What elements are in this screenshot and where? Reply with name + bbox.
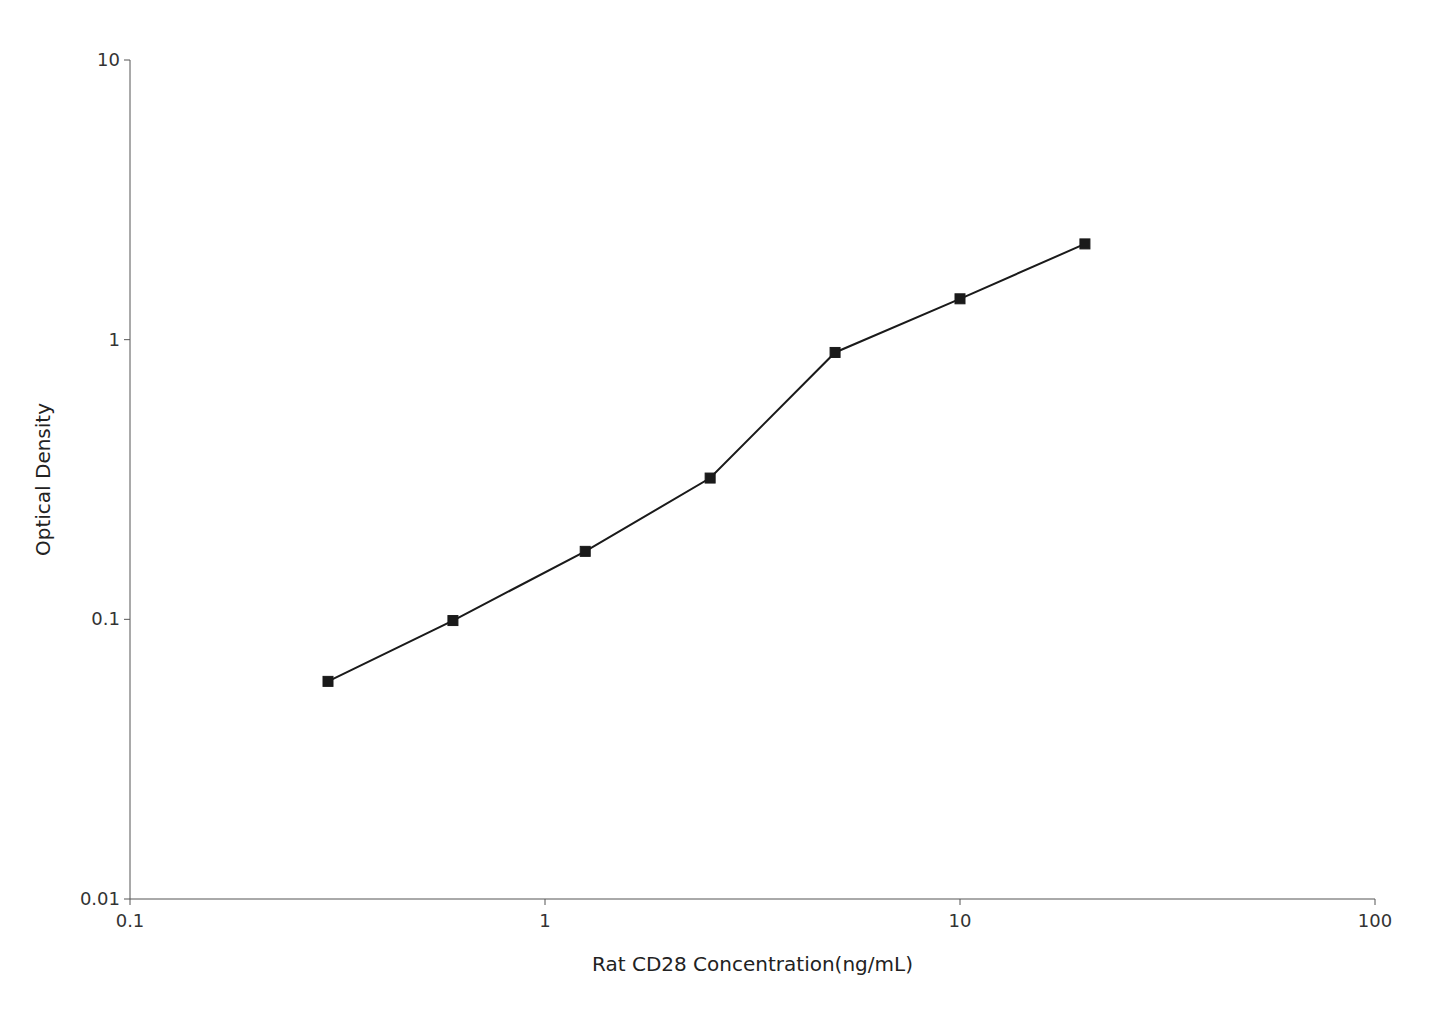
data-line <box>328 244 1085 681</box>
x-tick <box>1375 899 1376 905</box>
y-tick <box>124 339 130 340</box>
x-tick-label: 10 <box>949 910 972 931</box>
data-point <box>323 676 333 686</box>
y-axis-label: Optical Density <box>31 403 55 556</box>
y-tick <box>124 619 130 620</box>
chart-svg: 0.11101000.010.1110Rat CD28 Concentratio… <box>0 0 1445 1009</box>
y-tick-label: 0.01 <box>80 888 120 909</box>
y-tick-label: 0.1 <box>91 608 120 629</box>
plot-area: 0.11101000.010.1110Rat CD28 Concentratio… <box>31 49 1392 976</box>
x-tick-label: 100 <box>1358 910 1392 931</box>
x-tick <box>545 899 546 905</box>
data-point <box>705 473 715 483</box>
y-tick-label: 1 <box>109 329 120 350</box>
chart-container: 0.11101000.010.1110Rat CD28 Concentratio… <box>0 0 1445 1009</box>
data-point <box>448 616 458 626</box>
y-axis-line <box>130 60 131 899</box>
x-tick-label: 1 <box>539 910 550 931</box>
x-axis-label: Rat CD28 Concentration(ng/mL) <box>592 952 913 976</box>
data-point <box>955 294 965 304</box>
y-tick <box>124 899 130 900</box>
y-tick <box>124 60 130 61</box>
data-point <box>830 347 840 357</box>
x-axis-line <box>130 899 1375 900</box>
data-point <box>1080 239 1090 249</box>
data-point <box>580 546 590 556</box>
x-tick <box>130 899 131 905</box>
x-tick-label: 0.1 <box>116 910 145 931</box>
data-group <box>323 239 1090 686</box>
y-tick-label: 10 <box>97 49 120 70</box>
x-tick <box>960 899 961 905</box>
